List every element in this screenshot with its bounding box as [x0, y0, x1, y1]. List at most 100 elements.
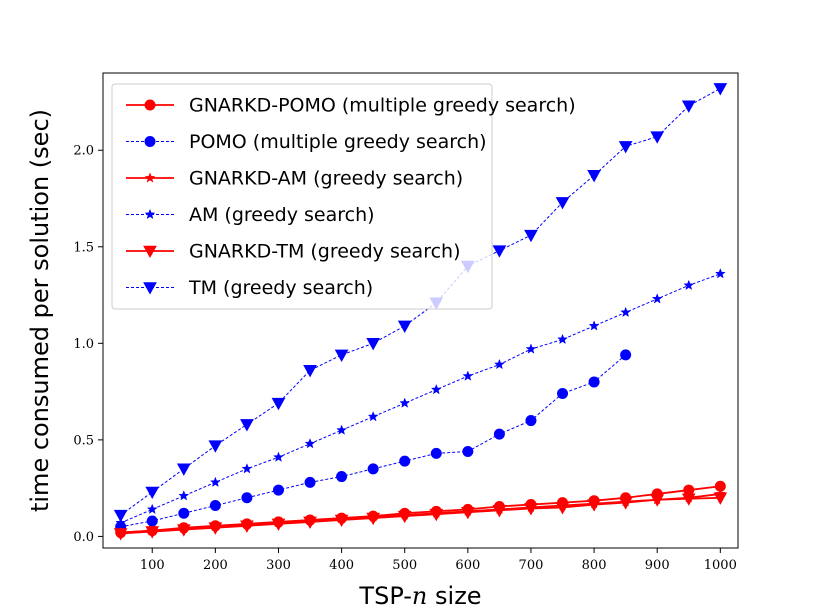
legend-label: POMO (multiple greedy search): [189, 131, 487, 153]
x-axis-label-suffix: size: [427, 582, 481, 610]
data-point: [334, 514, 349, 528]
data-point: [555, 197, 570, 210]
y-axis-label: time consumed per solution (sec): [26, 109, 54, 512]
data-point: [430, 447, 442, 459]
data-point: [524, 503, 538, 516]
legend-item: AM (greedy search): [126, 204, 375, 226]
data-point: [713, 83, 728, 96]
data-point: [366, 512, 381, 526]
legend-label: TM (greedy search): [188, 277, 373, 299]
legend-label: AM (greedy search): [189, 204, 375, 226]
data-point: [587, 170, 601, 183]
y-tick-label: 1.0: [73, 337, 94, 352]
legend-marker: [144, 208, 156, 220]
legend-label: GNARKD-AM (greedy search): [189, 168, 463, 190]
legend-marker: [144, 99, 156, 111]
series-3: [115, 268, 726, 528]
y-tick-label: 1.5: [73, 240, 94, 255]
data-point: [620, 349, 632, 361]
data-point: [113, 528, 128, 541]
x-tick-label: 100: [140, 558, 165, 573]
x-tick-label: 900: [645, 558, 670, 573]
y-tick-label: 2.0: [73, 144, 94, 159]
x-tick-label: 500: [392, 558, 417, 573]
data-point: [618, 497, 633, 510]
data-point: [430, 383, 442, 395]
data-point: [271, 397, 286, 411]
data-point: [493, 358, 505, 370]
series-line: [120, 273, 721, 524]
data-point: [525, 415, 537, 427]
x-tick-label: 1000: [704, 558, 737, 573]
data-point: [367, 410, 379, 422]
legend-label: GNARKD-POMO (multiple greedy search): [189, 95, 576, 117]
data-point: [176, 524, 191, 537]
legend-item: TM (greedy search): [126, 277, 373, 299]
data-point: [336, 424, 348, 435]
data-point: [208, 440, 223, 453]
legend-marker: [144, 136, 156, 147]
data-point: [618, 141, 633, 154]
data-point: [303, 365, 317, 378]
x-tick-label: 600: [455, 558, 480, 573]
x-axis-label-variable: n: [412, 582, 427, 610]
data-point: [303, 516, 317, 529]
data-point: [492, 245, 507, 258]
data-point: [146, 515, 158, 527]
legend-item: GNARKD-AM (greedy search): [126, 168, 463, 190]
data-point: [304, 438, 316, 449]
x-axis-label-prefix: TSP-: [358, 582, 412, 610]
data-point: [145, 486, 160, 500]
data-point: [240, 520, 254, 533]
data-point: [462, 370, 474, 381]
x-tick-label: 200: [203, 558, 228, 573]
data-point: [241, 492, 253, 504]
plot-frame: [102, 72, 739, 549]
data-point: [588, 320, 600, 331]
data-point: [366, 338, 381, 351]
data-point: [681, 493, 696, 506]
legend-marker: [143, 282, 157, 295]
data-point: [460, 506, 475, 520]
data-point: [714, 268, 726, 279]
data-point: [209, 500, 221, 512]
data-point: [272, 484, 284, 496]
data-point: [620, 306, 632, 318]
data-point: [271, 518, 286, 531]
data-point: [178, 507, 190, 519]
data-point: [650, 131, 665, 144]
series-line: [120, 496, 721, 535]
series-line: [120, 354, 626, 528]
data-point: [525, 343, 537, 354]
legend-box: [111, 83, 493, 310]
data-point: [557, 388, 569, 400]
data-point: [336, 471, 348, 483]
legend-item: GNARKD-TM (greedy search): [126, 241, 461, 263]
data-point: [146, 503, 158, 515]
data-point: [650, 494, 665, 507]
x-tick-label: 400: [329, 558, 354, 573]
y-tick-label: 0.5: [73, 433, 94, 448]
legend: GNARKD-POMO (multiple greedy search) POMO…: [111, 83, 576, 310]
data-point: [681, 100, 696, 113]
x-axis-label: TSP-n size: [358, 582, 481, 610]
data-point: [713, 492, 728, 505]
data-point: [334, 349, 349, 362]
x-tick-label: 300: [266, 558, 291, 573]
data-point: [397, 510, 412, 524]
data-point: [683, 279, 695, 291]
axes-layer: 100 200 300 400 500 600 700 800 900 1000 0.0 0.5 1.0…: [73, 144, 737, 573]
x-tick-label: 700: [519, 558, 544, 573]
data-point: [429, 508, 444, 522]
data-point: [367, 463, 379, 475]
data-point: [273, 451, 284, 462]
data-point: [176, 463, 191, 476]
legend-item: GNARKD-POMO (multiple greedy search): [126, 95, 576, 117]
data-point: [145, 526, 160, 539]
data-point: [115, 517, 127, 528]
data-point: [557, 333, 568, 345]
series-layer: [113, 83, 728, 541]
series-4: [113, 492, 728, 541]
y-tick-label: 0.0: [73, 530, 94, 545]
